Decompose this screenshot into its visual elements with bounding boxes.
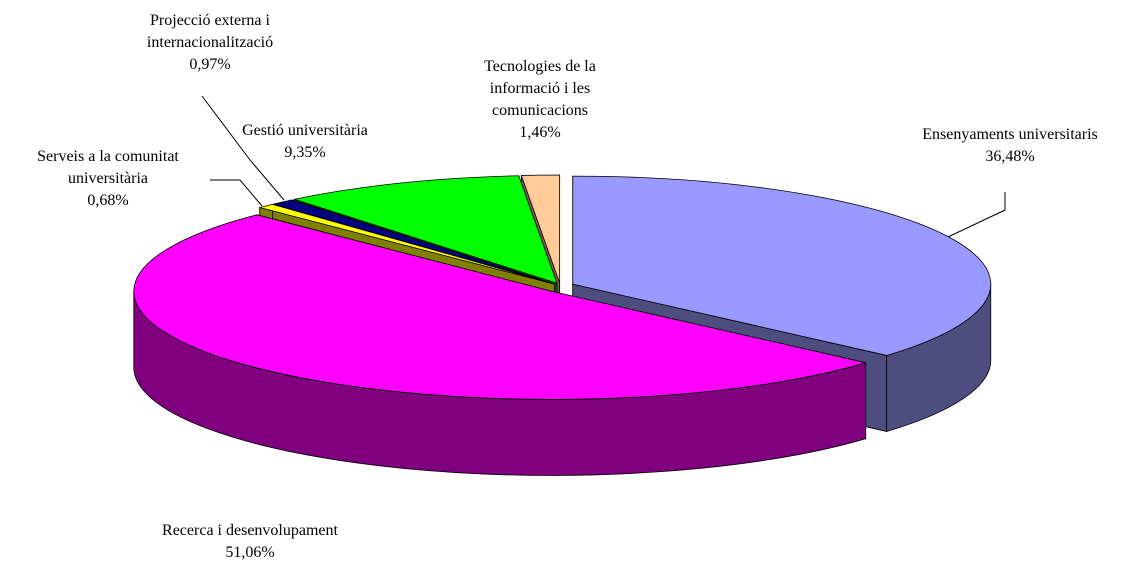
slice xyxy=(259,203,555,285)
slice-label: Gestió universitària 9,35% xyxy=(205,120,405,164)
slice-label: Projecció externa i internacionalització… xyxy=(120,10,300,76)
slice xyxy=(294,175,558,284)
category-label: Serveis a la comunitat universitària xyxy=(37,148,179,187)
leader-line xyxy=(947,192,1006,238)
leader-line xyxy=(201,95,285,201)
slice xyxy=(572,175,992,356)
value-label: 9,35% xyxy=(284,144,326,161)
slice-label: Recerca i desenvolupament 51,06% xyxy=(100,520,400,564)
category-label: Ensenyaments universitaris xyxy=(922,126,1098,143)
leader-line xyxy=(210,179,263,207)
slice-label: Serveis a la comunitat universitària 0,6… xyxy=(13,146,203,212)
value-label: 1,46% xyxy=(519,124,561,141)
value-label: 0,68% xyxy=(87,192,129,209)
slice xyxy=(133,214,867,400)
category-label: Projecció externa i internacionalització xyxy=(146,12,274,51)
value-label: 36,48% xyxy=(985,148,1035,165)
slice xyxy=(520,174,561,284)
value-label: 51,06% xyxy=(225,544,275,561)
category-label: Recerca i desenvolupament xyxy=(162,522,338,539)
category-label: Gestió universitària xyxy=(242,122,368,139)
value-label: 0,97% xyxy=(189,56,231,73)
slice-label: Tecnologies de la informació i les comun… xyxy=(460,56,620,144)
category-label: Tecnologies de la informació i les comun… xyxy=(484,58,596,119)
slice-label: Ensenyaments universitaris 36,48% xyxy=(860,124,1130,168)
